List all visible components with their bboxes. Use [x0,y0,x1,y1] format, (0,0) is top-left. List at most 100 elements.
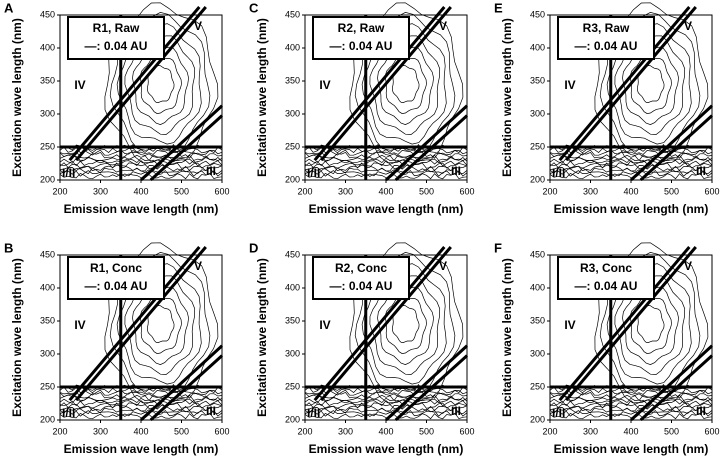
region-label: I/II [552,406,565,420]
y-tick-label: 200 [530,174,545,184]
scatter-band [75,246,207,402]
y-tick-label: 250 [40,141,55,151]
contour-line [549,409,713,417]
y-tick-label: 400 [285,42,300,52]
x-tick-label: 400 [378,186,393,196]
legend-box [312,16,410,60]
y-tick-label: 300 [530,348,545,358]
panel-letter: A [4,0,14,15]
contour-line [549,169,713,177]
x-tick-label: 300 [583,426,598,436]
y-tick-label: 200 [40,414,55,424]
region-label: III [206,164,216,178]
contour-line [549,149,713,156]
contour-line [59,389,223,396]
x-tick-label: 400 [623,426,638,436]
region-label: V [684,19,692,33]
contour-line [304,389,468,396]
y-axis-label: Excitation wave length (nm) [500,258,514,417]
contour-line [59,169,223,177]
region-label: I/II [307,406,320,420]
x-tick-label: 300 [93,186,108,196]
contour-line [140,295,182,354]
y-tick-label: 350 [40,75,55,85]
contour-line [349,242,464,404]
y-tick-label: 250 [530,381,545,391]
x-tick-label: 200 [52,186,67,196]
x-tick-label: 300 [93,426,108,436]
region-label: IV [74,78,85,92]
region-label: I/II [552,166,565,180]
contour-line [59,149,223,156]
panel-letter: C [249,0,259,15]
y-tick-label: 300 [530,108,545,118]
panel: 200 300 400 500 600 200 250 300 350 400 450 Emissio… [4,0,230,216]
contour-line [549,389,713,396]
y-tick-label: 300 [40,108,55,118]
y-tick-label: 350 [285,315,300,325]
contour-line [304,149,468,156]
contour-line [304,169,468,177]
y-tick-label: 400 [530,282,545,292]
legend-box [557,16,655,60]
y-tick-label: 450 [40,249,55,259]
contour-line [549,151,713,159]
x-tick-label: 200 [52,426,67,436]
x-tick-label: 600 [214,186,229,196]
contour-line [59,162,223,169]
y-tick-label: 200 [530,414,545,424]
contour-line [147,65,175,103]
x-tick-label: 300 [338,186,353,196]
contour-line [599,12,701,153]
contour-line [549,172,713,180]
contour-line [549,397,713,404]
y-axis-label: Excitation wave length (nm) [10,258,24,417]
region-label: V [439,19,447,33]
contour-line [549,394,713,402]
contour-line [104,2,219,164]
x-tick-label: 200 [297,426,312,436]
scatter-band [313,246,446,402]
y-tick-label: 350 [285,75,300,85]
region-label: III [451,164,461,178]
contour-line [385,295,427,354]
y-tick-label: 250 [285,381,300,391]
x-tick-label: 400 [133,426,148,436]
legend-box [557,256,655,300]
legend-text: —: 0.04 AU [575,279,638,293]
region-label: V [684,259,692,273]
contour-line [140,55,182,114]
scatter-band [565,6,697,162]
x-tick-label: 500 [174,186,189,196]
legend-box [67,256,165,300]
y-tick-label: 250 [530,141,545,151]
x-tick-label: 600 [214,426,229,436]
scatter-band [558,246,691,402]
contour-line [304,402,468,409]
contour-line [59,412,223,420]
scatter-band [629,344,714,422]
scatter-band [139,344,224,422]
legend-text: —: 0.04 AU [330,279,393,293]
y-tick-label: 200 [285,174,300,184]
contour-line [594,242,709,404]
x-tick-label: 500 [419,426,434,436]
x-axis-label: Emission wave length (nm) [309,442,464,456]
contour-line [304,172,468,180]
x-tick-label: 400 [133,186,148,196]
y-tick-label: 450 [40,9,55,19]
panel-letter: D [249,240,258,255]
contour-line [104,242,219,404]
contour-line [549,391,713,399]
region-label: III [696,164,706,178]
x-tick-label: 200 [297,186,312,196]
contour-line [304,146,468,154]
contour-line [354,252,456,393]
contour-texture [304,2,468,180]
scatter-band [313,6,446,162]
contour-line [304,162,468,169]
x-tick-label: 300 [583,186,598,196]
region-label: I/II [62,406,75,420]
contour-line [59,394,223,402]
contour-line [59,391,223,399]
